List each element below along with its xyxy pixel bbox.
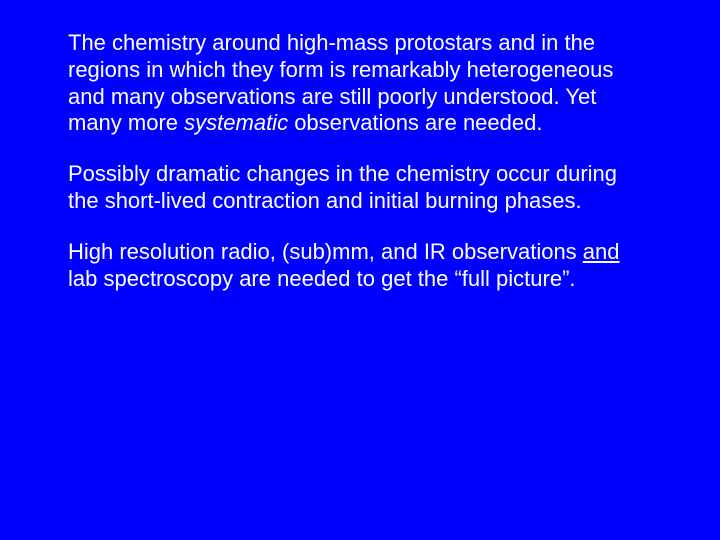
text-run-italic: systematic [184, 110, 288, 135]
text-run: Possibly dramatic changes in the chemist… [68, 161, 617, 213]
text-run: observations are needed. [288, 110, 542, 135]
paragraph-3: High resolution radio, (sub)mm, and IR o… [68, 239, 652, 293]
paragraph-2: Possibly dramatic changes in the chemist… [68, 161, 652, 215]
slide: The chemistry around high-mass protostar… [0, 0, 720, 540]
paragraph-1: The chemistry around high-mass protostar… [68, 30, 652, 137]
text-run-underline: and [583, 239, 620, 264]
text-run: High resolution radio, (sub)mm, and IR o… [68, 239, 583, 264]
text-run: lab spectroscopy are needed to get the “… [68, 266, 576, 291]
